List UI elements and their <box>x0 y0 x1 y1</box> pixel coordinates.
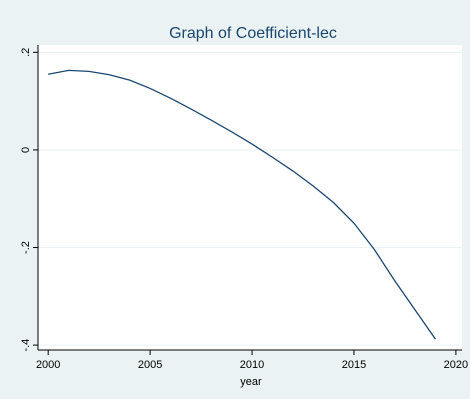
x-tick-label-4: 2020 <box>444 359 468 371</box>
x-tick-label-1: 2005 <box>138 359 162 371</box>
y-tick-label-1: 0 <box>20 147 32 153</box>
y-tick-label-2: -.2 <box>20 241 32 254</box>
x-tick-label-3: 2015 <box>342 359 366 371</box>
grid-lines <box>38 51 462 346</box>
x-axis-label: year <box>240 376 262 388</box>
axes <box>33 45 462 355</box>
y-tick-label-3: -.4 <box>20 339 32 352</box>
series-layer <box>48 69 437 340</box>
x-tick-label-2: 2010 <box>240 359 264 371</box>
series-line-0 <box>48 69 437 340</box>
plot-area <box>38 45 462 350</box>
chart-title: Graph of Coefficient-lec <box>169 25 337 42</box>
x-tick-label-0: 2000 <box>36 359 60 371</box>
tick-labels: .2 0 -.2 -.4 2000 2005 2010 2015 2020 <box>20 48 468 371</box>
y-tick-label-0: .2 <box>20 48 32 57</box>
